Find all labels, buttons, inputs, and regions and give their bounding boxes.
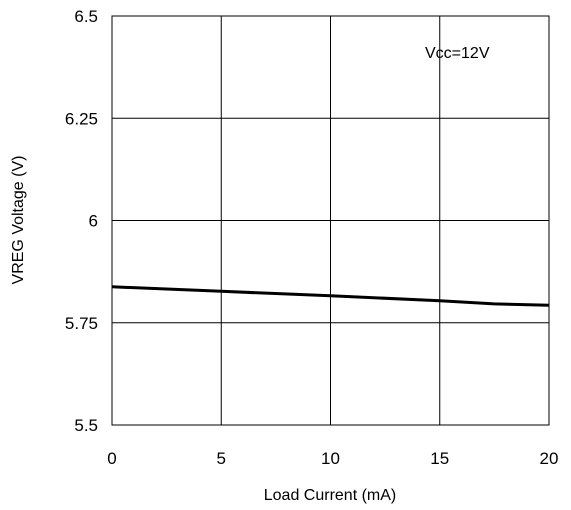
- x-tick-label: 5: [217, 449, 226, 468]
- x-tick-label: 15: [430, 449, 449, 468]
- y-tick-label: 5.5: [74, 416, 98, 435]
- x-axis-title: Load Current (mA): [264, 487, 397, 504]
- x-tick-label: 0: [107, 449, 116, 468]
- y-tick-label: 5.75: [65, 314, 98, 333]
- y-tick-label: 6.25: [65, 109, 98, 128]
- y-tick-labels: 5.5 5.75 6 6.25 6.5: [65, 7, 98, 435]
- x-tick-label: 10: [321, 449, 340, 468]
- grid-lines: [112, 16, 549, 425]
- y-tick-label: 6.5: [74, 7, 98, 26]
- y-axis-title: VREG Voltage (V): [10, 156, 27, 285]
- x-tick-label: 20: [540, 449, 559, 468]
- condition-annotation: Vcc=12V: [425, 45, 490, 62]
- y-tick-label: 6: [89, 212, 98, 231]
- x-tick-labels: 0 5 10 15 20: [107, 449, 558, 468]
